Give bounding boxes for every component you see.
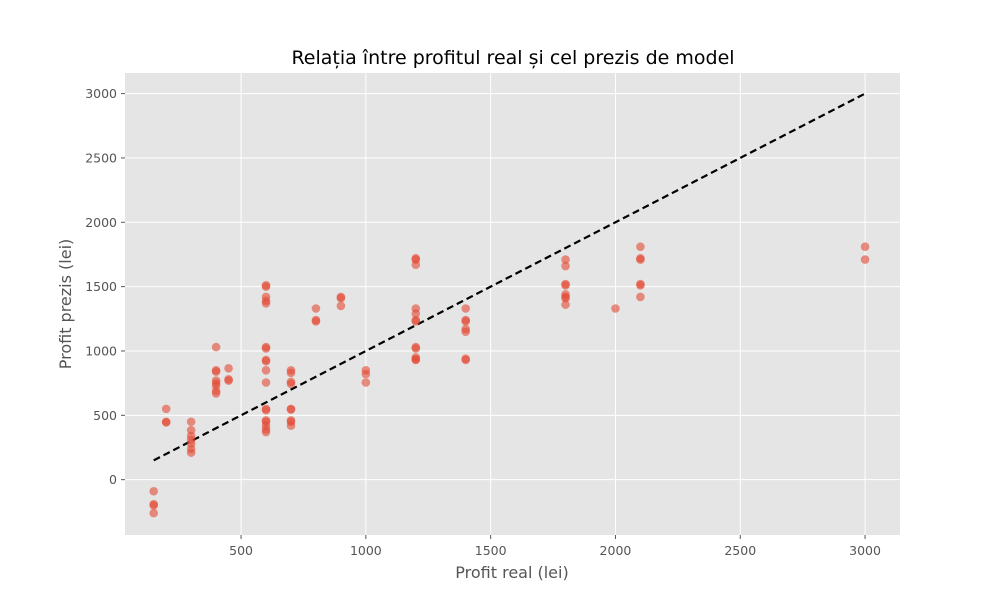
data-points	[149, 242, 870, 518]
x-tick-label: 1000	[350, 543, 382, 558]
plot-area	[125, 73, 900, 535]
data-point	[461, 317, 471, 326]
y-tick-label: 3000	[85, 86, 117, 101]
chart-title: Relația între profitul real și cel prezi…	[291, 47, 734, 69]
data-point	[636, 242, 645, 252]
data-point	[261, 405, 271, 415]
data-point	[461, 304, 471, 313]
data-point	[186, 448, 196, 457]
reference-line	[153, 92, 866, 462]
data-point	[336, 301, 346, 311]
data-point	[149, 501, 159, 510]
data-point	[636, 292, 645, 302]
y-tick-label: 2000	[85, 215, 117, 230]
gridlines	[125, 73, 900, 535]
data-point	[636, 281, 645, 290]
data-point	[261, 356, 271, 366]
data-point	[161, 404, 171, 414]
reference-line-group	[153, 92, 866, 462]
data-point	[636, 255, 645, 264]
x-tick-label: 3000	[849, 543, 881, 558]
data-point	[261, 282, 271, 291]
data-point	[211, 367, 221, 376]
y-tick-label: 1500	[85, 279, 117, 294]
data-point	[224, 376, 233, 385]
data-point	[286, 379, 296, 389]
data-point	[561, 300, 570, 309]
x-tick-label: 2000	[600, 543, 632, 558]
data-point	[261, 365, 271, 375]
data-point	[211, 342, 221, 352]
data-point	[461, 355, 471, 365]
data-point	[411, 309, 421, 318]
x-tick-label: 2500	[724, 543, 756, 558]
data-point	[611, 304, 620, 313]
y-tick-label: 2500	[85, 150, 117, 165]
data-point	[311, 317, 321, 326]
data-point	[224, 364, 233, 373]
tick-labels: 500 1000 1500 2000 2500 3000 0 500 1000 1500 2000 2…	[85, 86, 881, 558]
data-point	[286, 405, 296, 414]
data-point	[411, 355, 421, 365]
data-point	[411, 317, 421, 326]
data-point	[161, 418, 171, 427]
data-point	[561, 261, 570, 271]
data-point	[211, 389, 221, 398]
y-tick-label: 1000	[85, 343, 117, 358]
data-point	[149, 486, 159, 496]
data-point	[860, 242, 870, 252]
data-point	[411, 344, 421, 353]
data-point	[261, 378, 271, 387]
data-point	[286, 368, 296, 378]
data-point	[286, 421, 296, 430]
y-axis-label: Profit prezis (lei)	[56, 239, 75, 370]
data-point	[186, 417, 196, 427]
x-axis-label: Profit real (lei)	[455, 563, 568, 582]
x-tick-label: 1500	[475, 543, 507, 558]
data-point	[860, 255, 870, 264]
data-point	[461, 327, 471, 336]
data-point	[361, 369, 371, 379]
y-tick-label: 0	[109, 472, 117, 487]
data-point	[261, 299, 271, 308]
data-point	[261, 344, 271, 353]
y-tick-label: 500	[93, 408, 117, 423]
data-point	[149, 508, 159, 518]
data-point	[561, 281, 570, 290]
x-tick-label: 500	[229, 543, 253, 558]
data-point	[261, 427, 271, 437]
data-point	[361, 378, 371, 387]
data-point	[311, 304, 321, 313]
data-point	[411, 260, 421, 270]
data-point	[336, 293, 346, 303]
data-point	[561, 293, 570, 303]
data-point	[561, 255, 570, 264]
